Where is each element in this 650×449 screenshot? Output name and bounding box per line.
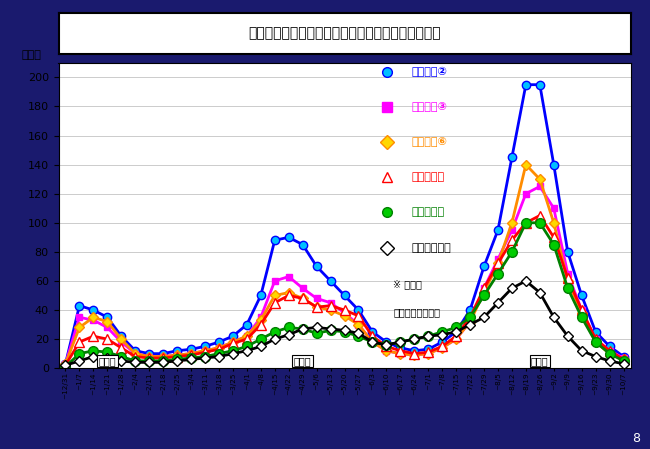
Text: ：最新の全国順位: ：最新の全国順位 [393, 307, 440, 317]
Text: （人）: （人） [21, 50, 41, 60]
Text: 第５波: 第５波 [531, 356, 549, 366]
Text: ：兵庫県③: ：兵庫県③ [411, 102, 447, 112]
Text: 8: 8 [632, 431, 640, 445]
Text: ：京都府⑥: ：京都府⑥ [411, 137, 447, 147]
Text: ：滋賀県⑯: ：滋賀県⑯ [411, 207, 445, 217]
Text: 第４波: 第４波 [294, 356, 311, 366]
Text: ：和歌山県㉑: ：和歌山県㉑ [411, 242, 451, 253]
Text: 第３波: 第３波 [99, 356, 116, 366]
Text: ※ 丸数字: ※ 丸数字 [393, 280, 422, 290]
Text: 直近１週間の人口１０万人当たりの陽性者数の推移: 直近１週間の人口１０万人当たりの陽性者数の推移 [248, 26, 441, 41]
Text: ：大阪府②: ：大阪府② [411, 67, 447, 77]
Text: ：奈良県⑭: ：奈良県⑭ [411, 172, 445, 182]
